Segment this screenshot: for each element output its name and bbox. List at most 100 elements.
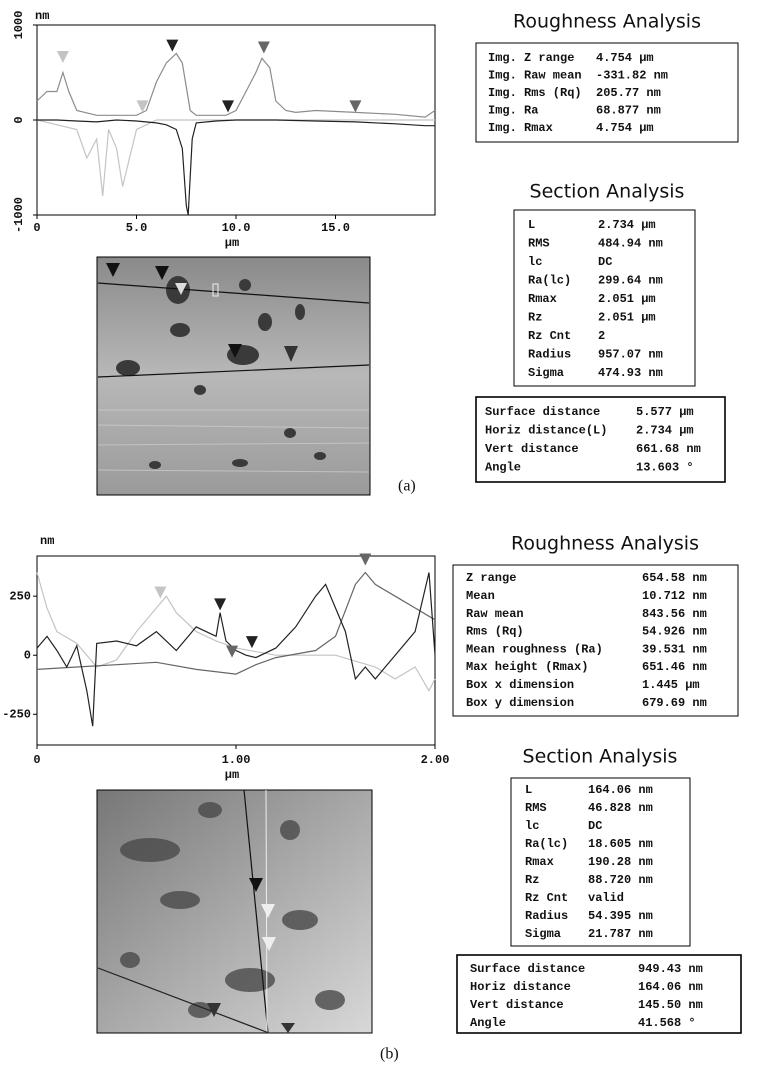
row-key: Angle	[470, 1016, 506, 1030]
row-value: 2.734 μm	[636, 424, 694, 438]
row-value: valid	[588, 891, 624, 905]
row-value: 10.712 nm	[642, 589, 707, 603]
row-key: lc	[525, 819, 539, 833]
y-tick-label: 250	[9, 589, 31, 603]
row-key: Mean	[466, 589, 495, 603]
row-value: 46.828 nm	[588, 801, 653, 815]
section-title: Roughness Analysis	[513, 11, 701, 33]
row-value: DC	[598, 255, 612, 269]
y-tick-label: 0	[24, 648, 31, 662]
row-key: L	[525, 783, 532, 797]
row-key: Rmax	[525, 855, 554, 869]
row-value: 1.445 μm	[642, 678, 700, 692]
section-marker	[136, 100, 149, 113]
row-key: Surface distance	[485, 405, 600, 419]
section-title: Section Analysis	[523, 746, 678, 768]
row-key: Angle	[485, 461, 521, 475]
row-key: Vert distance	[470, 998, 564, 1012]
y-tick-label: -250	[2, 707, 31, 721]
row-value: 190.28 nm	[588, 855, 653, 869]
distance-box	[456, 954, 742, 1034]
section-title: Roughness Analysis	[511, 533, 699, 555]
row-value: DC	[588, 819, 602, 833]
row-value: 164.06 nm	[588, 783, 653, 797]
row-key: Box x dimension	[466, 678, 574, 692]
row-key: Sigma	[528, 366, 564, 380]
profile-line	[36, 119, 435, 197]
row-key: Rms (Rq)	[466, 625, 524, 639]
row-value: -331.82 nm	[596, 69, 668, 83]
row-key: Horiz distance(L)	[485, 424, 607, 438]
row-key: Max height (Rmax)	[466, 660, 588, 674]
row-value: 54.395 nm	[588, 909, 653, 923]
row-value: 2.051 μm	[598, 311, 656, 325]
profile-line	[36, 571, 436, 675]
row-key: Horiz distance	[470, 980, 571, 994]
x-tick-label: 5.0	[126, 221, 148, 235]
x-tick-label: 2.00	[421, 753, 450, 767]
row-key: Radius	[525, 909, 568, 923]
row-value: 41.568 °	[638, 1016, 696, 1030]
section-box	[513, 209, 696, 387]
row-key: Surface distance	[470, 962, 585, 976]
row-key: Img. Rmax	[488, 121, 553, 135]
section-marker	[226, 645, 239, 658]
x-tick-label: 0	[33, 221, 40, 235]
row-key: Rz	[528, 311, 542, 325]
row-key: RMS	[525, 801, 547, 815]
distance-box	[475, 396, 726, 483]
row-key: Img. Z range	[488, 51, 574, 65]
row-key: Mean roughness (Ra)	[466, 642, 603, 656]
row-key: Img. Ra	[488, 103, 538, 117]
row-value: 18.605 nm	[588, 837, 653, 851]
row-value: 299.64 nm	[598, 274, 663, 288]
y-unit: nm	[35, 9, 49, 23]
row-key: L	[528, 218, 535, 232]
x-tick-label: 10.0	[222, 221, 251, 235]
roughness-box	[475, 42, 739, 143]
row-value: 679.69 nm	[642, 696, 707, 710]
y-tick-label: 1000	[12, 11, 26, 40]
row-value: 88.720 nm	[588, 873, 653, 887]
row-value: 39.531 nm	[642, 642, 707, 656]
row-key: Radius	[528, 348, 571, 362]
section-marker	[245, 636, 258, 649]
section-box	[510, 777, 691, 947]
section-marker	[214, 598, 227, 611]
section-marker	[154, 586, 167, 599]
x-tick-label: 15.0	[321, 221, 350, 235]
section-marker	[56, 51, 69, 63]
profile-line	[36, 572, 436, 692]
x-tick-label: 0	[33, 753, 40, 767]
y-tick-label: -1000	[12, 197, 26, 233]
row-value: 54.926 nm	[642, 625, 707, 639]
row-key: Ra(lc)	[528, 274, 571, 288]
row-value: 2.051 μm	[598, 292, 656, 306]
section-marker	[222, 100, 235, 113]
x-unit: μm	[225, 236, 239, 250]
panel-label: (a)	[398, 478, 416, 495]
row-key: lc	[528, 255, 542, 269]
row-value: 957.07 nm	[598, 348, 663, 362]
section-title: Section Analysis	[530, 181, 685, 203]
row-value: 68.877 nm	[596, 103, 661, 117]
row-key: Ra(lc)	[525, 837, 568, 851]
row-value: 4.754 μm	[596, 51, 654, 65]
row-value: 145.50 nm	[638, 998, 703, 1012]
row-value: 661.68 nm	[636, 442, 701, 456]
row-value: 2.734 μm	[598, 218, 656, 232]
row-value: 164.06 nm	[638, 980, 703, 994]
row-key: Rz Cnt	[525, 891, 568, 905]
row-value: 651.46 nm	[642, 660, 707, 674]
row-key: Img. Rms (Rq)	[488, 86, 582, 100]
row-key: Z range	[466, 571, 516, 585]
row-key: RMS	[528, 237, 550, 251]
y-unit: nm	[40, 534, 54, 548]
row-value: 21.787 nm	[588, 927, 653, 941]
profile-line	[36, 52, 436, 118]
row-key: Rmax	[528, 292, 557, 306]
row-key: Raw mean	[466, 607, 524, 621]
afm-image	[96, 789, 373, 1034]
row-value: 474.93 nm	[598, 366, 663, 380]
